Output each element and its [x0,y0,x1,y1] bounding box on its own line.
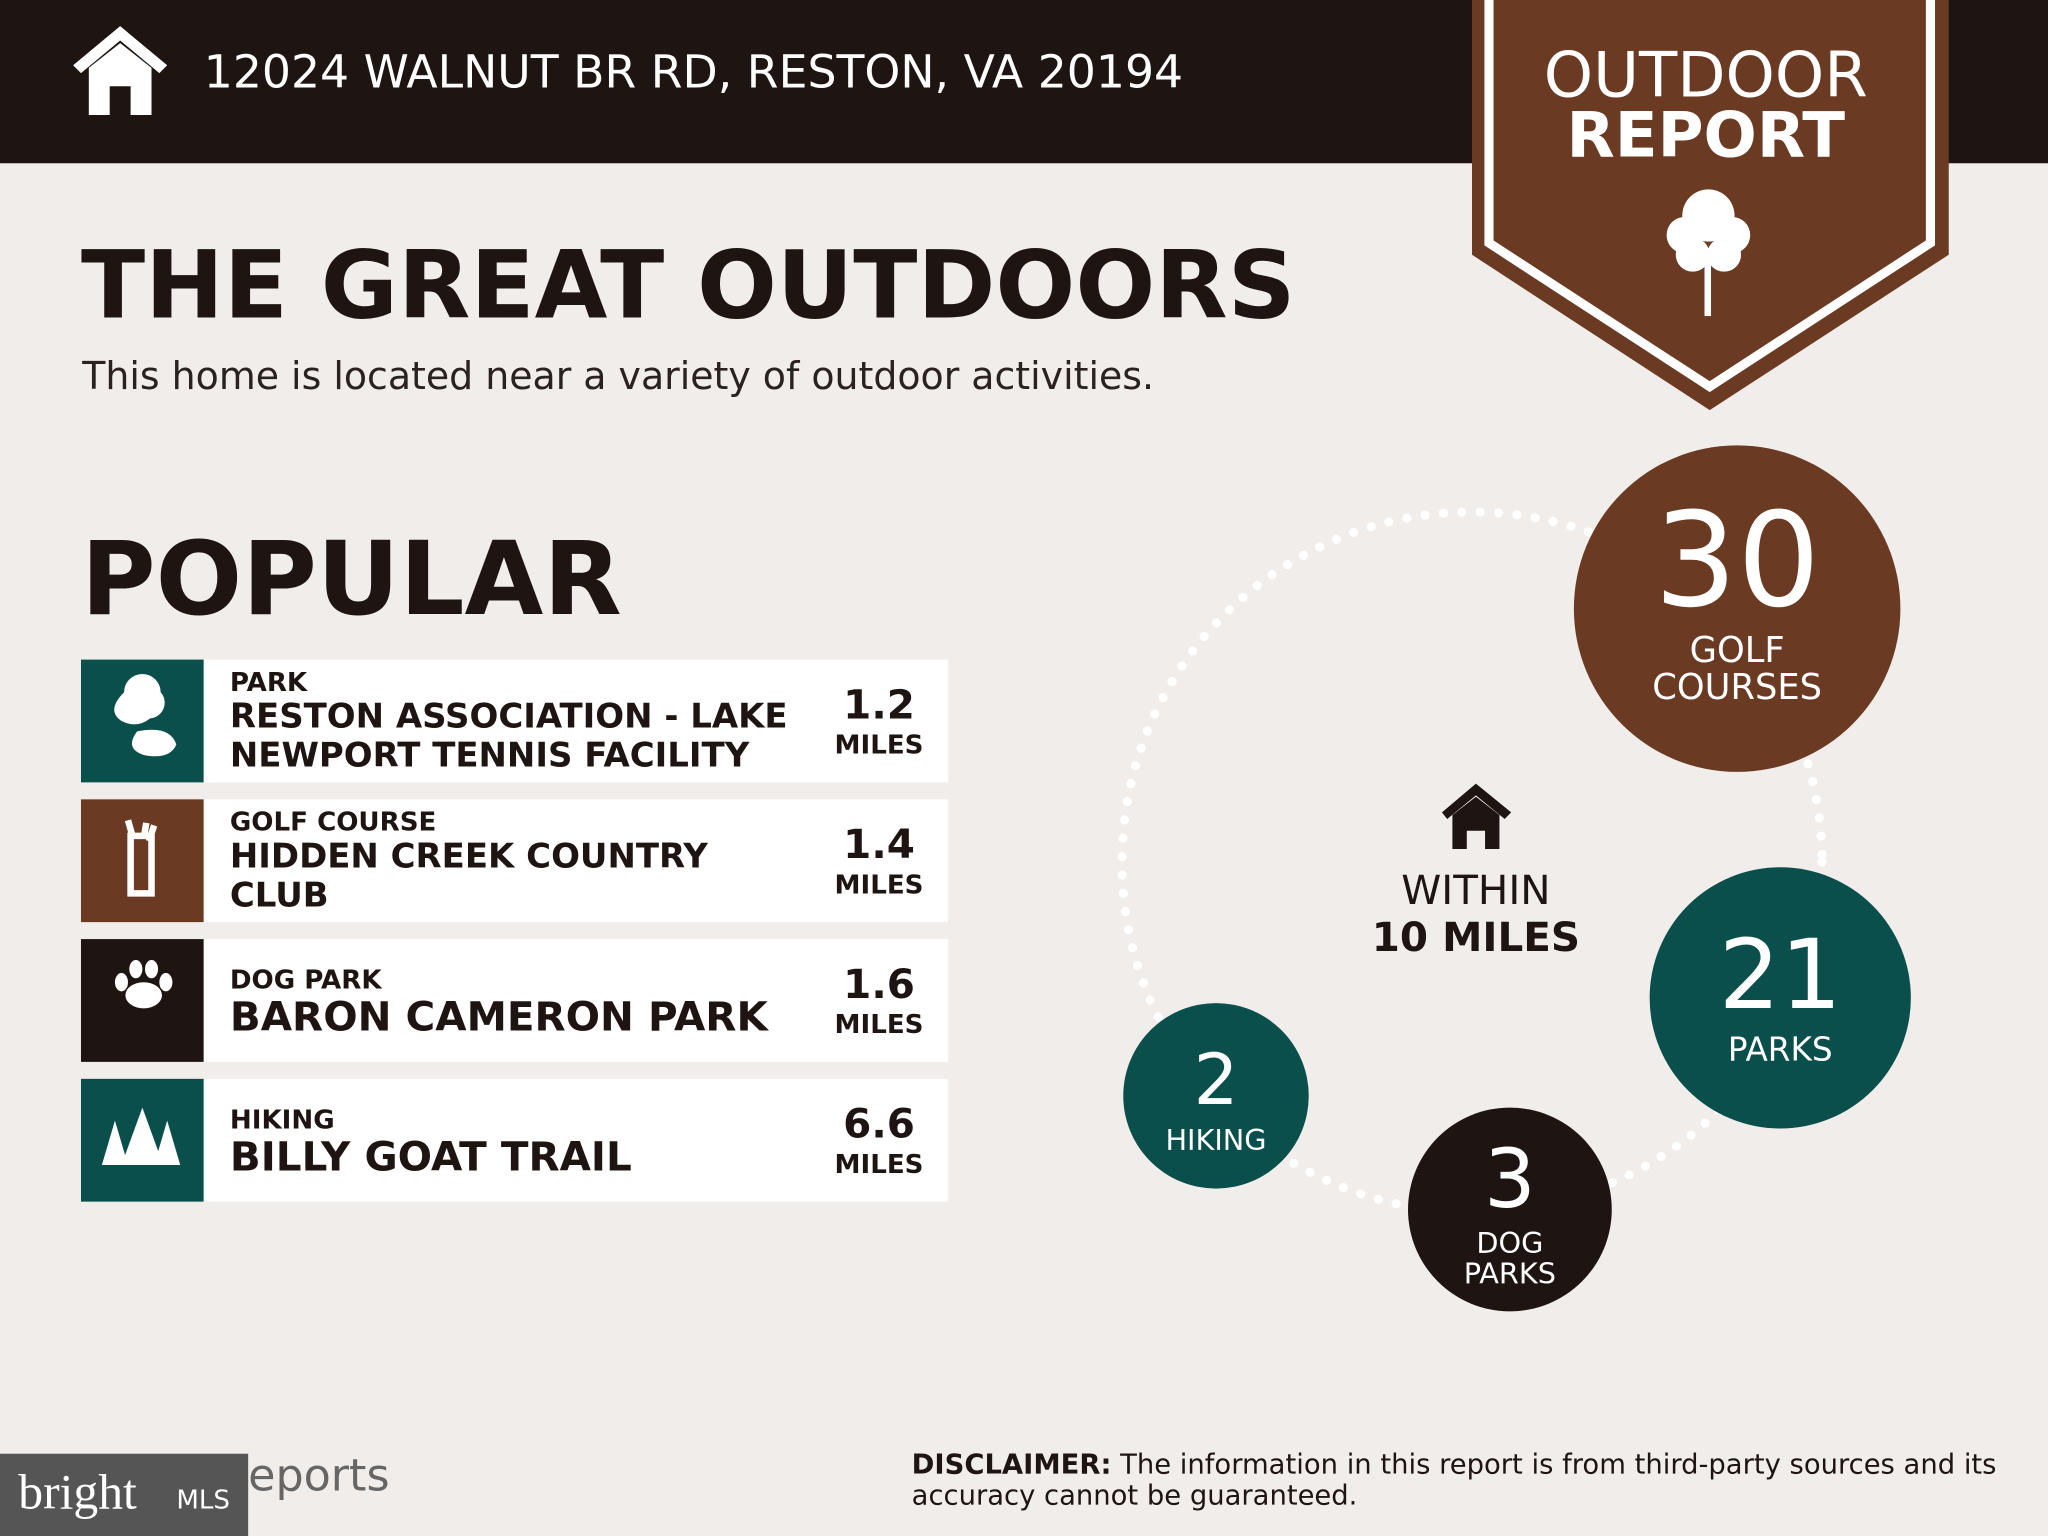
row-distance: 1.2 [843,680,915,728]
home-icon [1441,783,1512,849]
title: THE GREAT OUTDOORS [81,231,1295,340]
row-name: BILLY GOAT TRAIL [230,1132,632,1180]
row-box [203,799,949,923]
within-label: WITHIN [1401,866,1550,914]
disclaimer: DISCLAIMER: The information in this repo… [912,1449,1997,1480]
row-box [203,1078,949,1202]
row-category: GOLF COURSE [230,808,437,838]
row-distance: 1.4 [843,820,915,868]
count-number: 21 [1719,918,1842,1031]
badge [1472,0,1949,411]
count-label: GOLF [1690,630,1785,671]
row-distance: 1.6 [843,960,915,1008]
row-category: HIKING [230,1105,335,1135]
count-label: DOG [1476,1226,1543,1260]
count-label: PARKS [1464,1256,1556,1290]
subtitle: This home is located near a variety of o… [81,354,1154,398]
count-label: PARKS [1728,1030,1833,1068]
badge-line: OUTDOOR [1544,39,1868,112]
count-circle [1573,445,1901,772]
row-icon [101,1107,181,1166]
disclaimer-text: accuracy cannot be guaranteed. [912,1481,1358,1512]
count-number: 30 [1654,484,1820,636]
row-distance: 6.6 [843,1100,915,1148]
count-circle [1649,867,1911,1129]
row-icon [114,960,173,1009]
row-name: HIDDEN CREEK COUNTRY [230,836,708,876]
row-icon-box [80,799,204,923]
logo-box [0,1453,249,1536]
row-name: NEWPORT TENNIS FACILITY [230,736,750,776]
address: 12024 WALNUT BR RD, RESTON, VA 20194 [204,46,1183,99]
row-box [203,659,949,783]
row-unit: MILES [835,1010,924,1040]
count-circle [1123,1003,1309,1189]
count-number: 2 [1194,1039,1239,1121]
logo-suffix: MLS [176,1486,230,1516]
row-icon [114,673,177,757]
count-label: HIKING [1165,1123,1266,1157]
disclaimer-text: The information in this report is from t… [1111,1449,1996,1480]
count-label: COURSES [1652,667,1822,708]
row-name: BARON CAMERON PARK [230,993,770,1041]
home-icon [73,26,168,115]
logo: bright [18,1465,137,1520]
row-unit: MILES [835,870,924,900]
row-category: DOG PARK [230,966,383,996]
row-box [203,939,949,1062]
disclaimer-label: DISCLAIMER: [912,1449,1112,1480]
row-name: CLUB [230,875,329,915]
reports-brand: eports [248,1450,389,1501]
count-number: 3 [1484,1133,1536,1227]
popular-heading: POPULAR [81,520,622,639]
row-icon [124,819,158,897]
count-circle [1408,1107,1612,1312]
tree-icon [1666,189,1751,317]
radius-label: 10 MILES [1372,913,1580,961]
row-category: PARK [230,668,309,698]
row-name: RESTON ASSOCIATION - LAKE [230,697,788,737]
row-unit: MILES [835,1150,924,1180]
row-unit: MILES [835,731,924,761]
badge-line: REPORT [1567,99,1846,172]
